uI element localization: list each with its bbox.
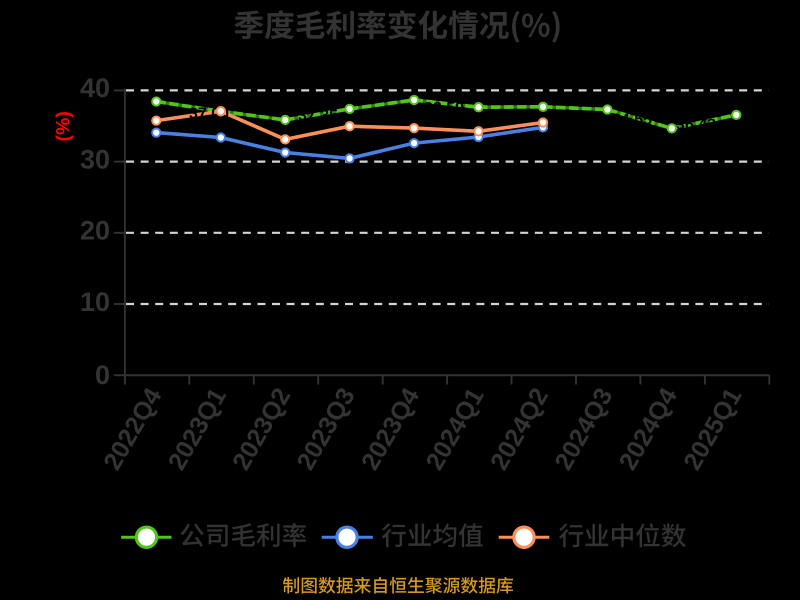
svg-text:(%): (%) (53, 111, 75, 141)
svg-text:36.43: 36.43 (676, 117, 716, 134)
svg-text:30: 30 (80, 144, 110, 174)
svg-text:37.35: 37.35 (298, 108, 338, 125)
svg-text:20: 20 (80, 216, 110, 246)
svg-text:38.59: 38.59 (424, 100, 464, 117)
svg-text:10: 10 (80, 287, 110, 317)
svg-text:40: 40 (80, 73, 110, 103)
svg-text:34.55: 34.55 (612, 112, 652, 129)
svg-text:0: 0 (95, 360, 110, 390)
